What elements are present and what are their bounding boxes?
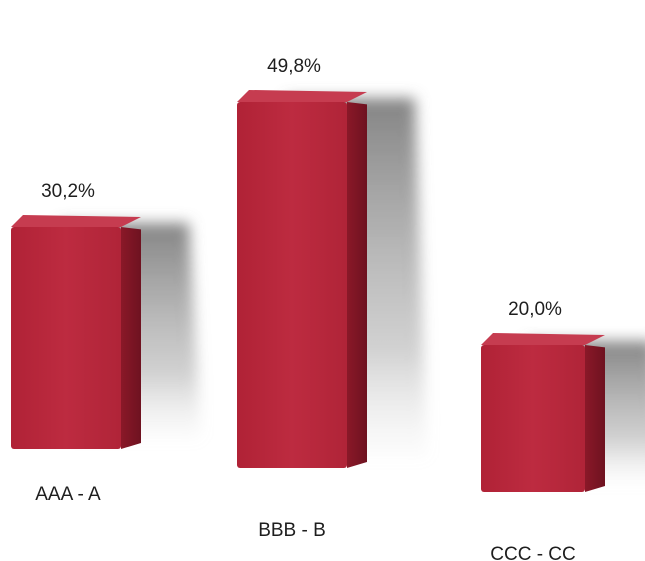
- category-label: BBB - B: [258, 520, 326, 541]
- bar-front-face: [237, 101, 347, 468]
- bar: [11, 215, 141, 449]
- bar: [237, 89, 367, 468]
- category-label: AAA - A: [35, 484, 101, 505]
- value-label: 20,0%: [508, 299, 562, 320]
- value-label: 49,8%: [267, 56, 321, 77]
- bar-side-face: [121, 227, 141, 449]
- bar-front-face: [11, 227, 121, 449]
- bar-side-face: [585, 345, 605, 492]
- bar-front-face: [481, 345, 585, 492]
- bar-side-face: [347, 101, 367, 468]
- bar-top-face: [481, 333, 605, 345]
- value-label: 30,2%: [41, 181, 95, 202]
- category-label: CCC - CC: [490, 544, 576, 561]
- bar-top-face: [11, 215, 141, 228]
- bar: [481, 333, 605, 492]
- bar-top-face: [237, 89, 367, 102]
